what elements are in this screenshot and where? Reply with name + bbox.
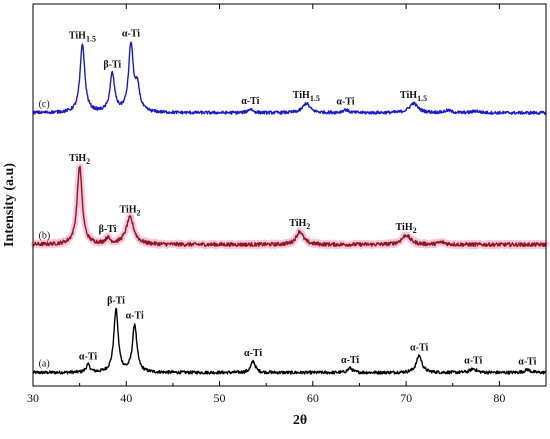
x-axis-title: 2θ	[293, 413, 307, 428]
peak-label: TiH1.5	[293, 90, 320, 103]
x-tick-label: 60	[307, 391, 319, 405]
peak-label: α-Ti	[241, 96, 259, 107]
peak-label: β-Ti	[107, 296, 125, 307]
peak-label: α-Ti	[244, 348, 262, 359]
axes: 30 40 50 60 70 80	[27, 3, 547, 405]
peak-label: TiH2	[119, 205, 140, 218]
series-b-line	[32, 165, 547, 248]
peak-label: α-Ti	[410, 342, 428, 353]
traces	[30, 41, 549, 375]
peak-label: α-Ti	[126, 311, 144, 322]
series-label: (a)	[39, 359, 50, 370]
x-tick-label: 80	[493, 391, 505, 405]
peak-label: α-Ti	[464, 356, 482, 367]
peak-label: β-Ti	[103, 59, 121, 70]
series-c-line	[32, 41, 547, 116]
peak-label: TiH2	[396, 222, 417, 235]
x-tick-label: 50	[214, 391, 226, 405]
series-a-line	[32, 307, 547, 375]
peak-label: TiH2	[69, 153, 90, 166]
series-label: (b)	[39, 231, 51, 242]
plot-frame	[32, 3, 547, 387]
peak-label: TiH1.5	[69, 30, 96, 43]
x-tick-label: 30	[27, 391, 39, 405]
peak-label: α-Ti	[518, 357, 536, 368]
peak-labels: (a)α-Tiβ-Tiα-Tiα-Tiα-Tiα-Tiα-Ti α-Ti(b)Ti…	[39, 28, 537, 369]
peak-label: α-Ti	[79, 351, 97, 362]
y-axis-title: Intensity (a.u)	[2, 163, 17, 247]
peak-label: β-Ti	[99, 224, 117, 235]
peak-label: TiH1.5	[400, 90, 427, 103]
peak-label: α-Ti	[122, 28, 140, 39]
x-tick-label: 70	[400, 391, 412, 405]
series-label: (c)	[39, 99, 50, 110]
peak-label: α-Ti	[336, 97, 354, 108]
peak-label: α-Ti	[341, 355, 359, 366]
x-tick-label: 40	[120, 391, 132, 405]
peak-label: TiH2	[289, 218, 310, 231]
